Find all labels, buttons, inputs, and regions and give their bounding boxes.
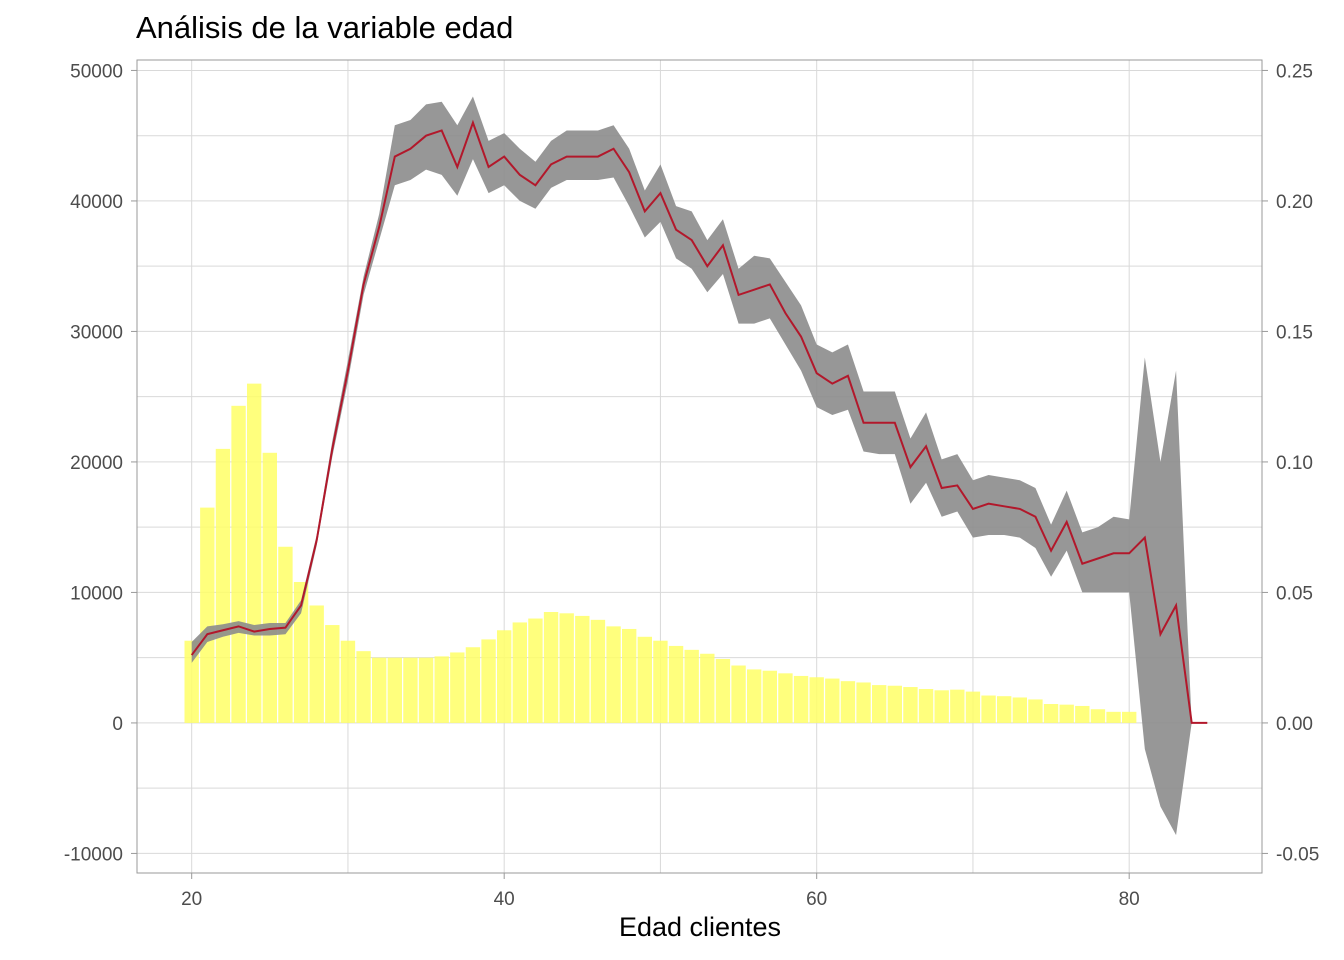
bar [528, 618, 543, 723]
bar [872, 685, 887, 723]
line-path [190, 119, 1208, 724]
y-axis-left-ticks: -10000 0 10000 20000 30000 40000 50000 [64, 61, 137, 865]
bar [950, 689, 965, 723]
bar [762, 670, 777, 723]
y-left-tick-label: 10000 [70, 583, 123, 604]
bar [1043, 704, 1059, 723]
bar [372, 657, 387, 723]
bar [356, 651, 371, 723]
bar [481, 639, 496, 723]
bar [200, 507, 215, 723]
bar [856, 682, 871, 723]
y-right-tick-label: 0.05 [1276, 583, 1313, 604]
bar [590, 619, 606, 723]
bar [840, 681, 856, 723]
bar [418, 657, 434, 723]
y-left-tick-label: 0 [112, 714, 123, 735]
bar [1090, 709, 1106, 723]
bar [450, 652, 465, 723]
y-right-tick-label: 0.10 [1276, 453, 1313, 474]
y-right-tick-label: 0.00 [1276, 714, 1313, 735]
y-left-tick-label: 50000 [70, 61, 123, 82]
x-tick-label: 80 [1119, 889, 1140, 910]
bar [512, 622, 527, 723]
bar [1075, 705, 1090, 723]
bar [1012, 697, 1027, 723]
y-left-tick-label: -10000 [64, 844, 123, 865]
y-right-tick-label: 0.20 [1276, 192, 1313, 213]
bar [747, 669, 762, 723]
bar [1106, 711, 1121, 723]
bar [637, 636, 652, 723]
bar [231, 405, 246, 723]
y-right-tick-label: 0.25 [1276, 61, 1313, 82]
bar [668, 645, 684, 723]
y-axis-right-ticks: -0.05 0.00 0.05 0.10 0.15 0.20 0.25 [1262, 61, 1319, 865]
bar [997, 696, 1012, 723]
bar [465, 647, 481, 723]
bar [325, 625, 340, 723]
bar [793, 675, 809, 723]
confidence-band-area [191, 96, 1208, 836]
y-left-tick-label: 30000 [70, 322, 123, 343]
y-right-tick-label: -0.05 [1276, 844, 1319, 865]
bar [903, 687, 918, 723]
bar [575, 615, 590, 723]
bar-series [184, 383, 1137, 723]
bar [622, 628, 637, 723]
bar [653, 640, 668, 723]
bar [1122, 711, 1137, 723]
x-tick-label: 60 [806, 889, 827, 910]
bar [731, 665, 746, 723]
bar [543, 612, 559, 723]
bar [606, 626, 621, 723]
bar [278, 546, 293, 723]
y-left-tick-label: 20000 [70, 453, 123, 474]
bar [184, 640, 199, 723]
bar [684, 649, 699, 723]
bar [262, 452, 277, 723]
bar [403, 657, 418, 723]
bar [965, 691, 981, 723]
bar [918, 688, 934, 723]
y-left-tick-label: 40000 [70, 192, 123, 213]
x-tick-label: 20 [181, 889, 202, 910]
bar [215, 448, 231, 723]
bar [1059, 704, 1074, 723]
bar [309, 605, 324, 723]
y-right-tick-label: 0.15 [1276, 322, 1313, 343]
x-tick-label: 40 [494, 889, 515, 910]
bar [715, 658, 731, 723]
bar [434, 656, 449, 723]
line-series [190, 119, 1208, 724]
bar [778, 673, 793, 723]
bar [700, 653, 715, 723]
chart-title: Análisis de la variable edad [136, 10, 514, 45]
bar [981, 695, 996, 723]
bar [559, 613, 574, 723]
x-axis-ticks: 20 40 60 80 [181, 873, 1140, 910]
x-axis-title: Edad clientes [618, 912, 782, 942]
bar [1028, 699, 1043, 723]
bar [387, 657, 402, 723]
bar [825, 678, 840, 723]
bar [247, 383, 262, 723]
plot-frame [136, 59, 1263, 874]
bar [497, 630, 512, 723]
grid-lines [137, 60, 1262, 873]
confidence-band [191, 96, 1208, 836]
bar [340, 640, 356, 723]
bar [887, 685, 902, 723]
bar [809, 677, 824, 723]
bar [934, 690, 949, 723]
